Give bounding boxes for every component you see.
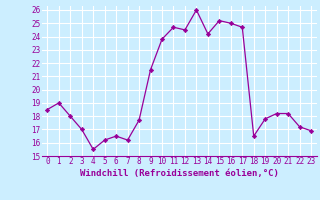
X-axis label: Windchill (Refroidissement éolien,°C): Windchill (Refroidissement éolien,°C) <box>80 169 279 178</box>
